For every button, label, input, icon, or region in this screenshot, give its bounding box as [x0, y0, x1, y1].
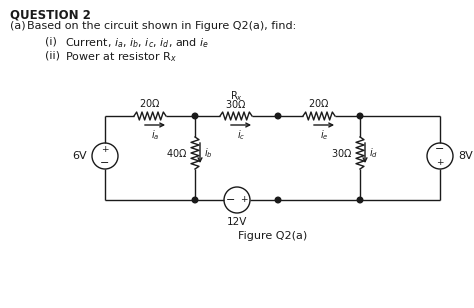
Circle shape	[357, 113, 363, 119]
Text: (ii): (ii)	[45, 50, 60, 60]
Text: (i): (i)	[45, 36, 57, 46]
Text: $i_b$: $i_b$	[204, 146, 213, 160]
Text: −: −	[100, 158, 109, 168]
Text: Figure Q2(a): Figure Q2(a)	[238, 231, 307, 241]
Text: $i_a$: $i_a$	[151, 128, 159, 142]
Text: Based on the circuit shown in Figure Q2(a), find:: Based on the circuit shown in Figure Q2(…	[27, 21, 296, 31]
Text: 20$\Omega$: 20$\Omega$	[139, 97, 161, 109]
Text: Power at resistor R$_x$: Power at resistor R$_x$	[65, 50, 177, 64]
Text: $i_c$: $i_c$	[237, 128, 245, 142]
Circle shape	[275, 197, 281, 203]
Text: 8V: 8V	[458, 151, 473, 161]
Text: −: −	[226, 195, 235, 205]
Text: QUESTION 2: QUESTION 2	[10, 8, 91, 21]
Text: 40$\Omega$: 40$\Omega$	[165, 147, 187, 159]
Text: R$_x$: R$_x$	[229, 89, 243, 103]
Text: $i_e$: $i_e$	[320, 128, 328, 142]
Circle shape	[275, 113, 281, 119]
Circle shape	[192, 113, 198, 119]
Text: 30$\Omega$: 30$\Omega$	[331, 147, 352, 159]
Text: +: +	[101, 145, 109, 154]
Text: −: −	[435, 144, 445, 154]
Text: (a): (a)	[10, 21, 26, 31]
Circle shape	[192, 197, 198, 203]
Text: Current, $i_a$, $i_b$, $i_c$, $i_d$, and $i_e$: Current, $i_a$, $i_b$, $i_c$, $i_d$, and…	[65, 36, 209, 50]
Text: +: +	[436, 158, 444, 167]
Text: 20$\Omega$: 20$\Omega$	[308, 97, 330, 109]
Text: 30$\Omega$: 30$\Omega$	[225, 98, 246, 110]
Text: 12V: 12V	[227, 217, 247, 227]
Text: 6V: 6V	[73, 151, 87, 161]
Circle shape	[357, 197, 363, 203]
Text: +: +	[240, 196, 247, 205]
Text: $i_d$: $i_d$	[369, 146, 378, 160]
